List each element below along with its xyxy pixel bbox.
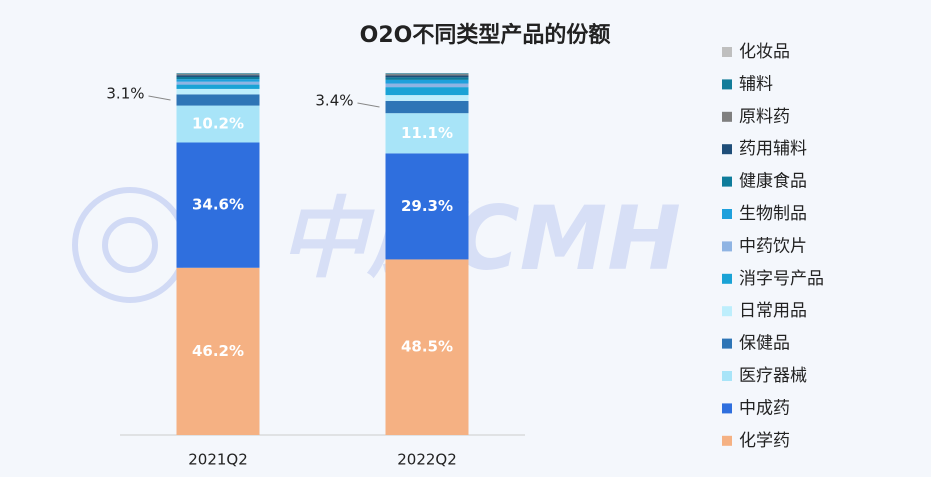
bar-segment [385,153,469,260]
legend-swatch [722,144,732,155]
leader-line [357,102,380,108]
data-label: 11.1% [401,124,453,142]
bar-segment [385,113,469,154]
bar-segment [385,87,469,96]
bar-segment [385,259,469,435]
legend-label: 辅料 [739,74,773,94]
data-label: 48.5% [401,338,453,356]
bar-segment [385,73,469,75]
bar-segment [176,74,260,76]
bar-segment [176,75,260,77]
bar-segment [176,79,260,82]
data-label: 3.4% [315,92,353,110]
bar-segment [176,267,260,435]
bar-segment [176,81,260,85]
bar-segment [385,95,469,101]
legend-label: 化妆品 [739,42,790,62]
legend-swatch [722,111,732,122]
bar-segment [176,88,260,95]
bar-segment [176,142,260,268]
legend-label: 医疗器械 [739,366,807,386]
legend-swatch [722,176,732,187]
data-label: 29.3% [401,197,453,215]
legend-label: 药用辅料 [739,139,807,159]
legend-label: 生物制品 [739,204,807,224]
legend-swatch [722,47,732,57]
legend-swatch [722,306,732,317]
legend-label: 中成药 [739,398,790,418]
legend-swatch [722,79,732,90]
legend-label: 中药饮片 [739,236,807,256]
bar-segment [385,74,469,76]
bar-segment [385,100,469,114]
chart-title: O2O不同类型产品的份额 [360,22,611,48]
legend-swatch [722,338,732,349]
legend-swatch [722,371,732,381]
bar-segment [176,76,260,80]
bar-segment [385,83,469,88]
legend-swatch [722,273,732,284]
bar-segment [385,77,469,80]
legend-swatch [722,403,732,414]
x-tick-label: 2021Q2 [188,451,248,469]
data-label: 3.1% [106,84,144,102]
legend-label: 日常用品 [739,301,807,321]
legend-swatch [722,435,732,446]
data-label: 34.6% [192,196,244,214]
leader-line [148,95,171,101]
x-tick-label: 2022Q2 [397,451,457,469]
bar-segment [176,105,260,143]
bar-segment [385,79,469,84]
legend-label: 健康食品 [739,172,807,192]
legend-label: 原料药 [739,107,790,127]
legend-label: 消字号产品 [739,269,824,289]
data-label: 46.2% [192,342,244,360]
legend-label: 保健品 [739,334,790,354]
legend-swatch [722,241,732,252]
data-label: 10.2% [192,115,244,133]
watermark: 中康CMH [279,187,681,290]
bar-segment [176,84,260,89]
bar-segment [385,75,469,78]
bar-segment [176,94,260,106]
legend-label: 化学药 [739,431,790,451]
bar-segment [176,73,260,75]
legend-swatch [722,209,732,219]
